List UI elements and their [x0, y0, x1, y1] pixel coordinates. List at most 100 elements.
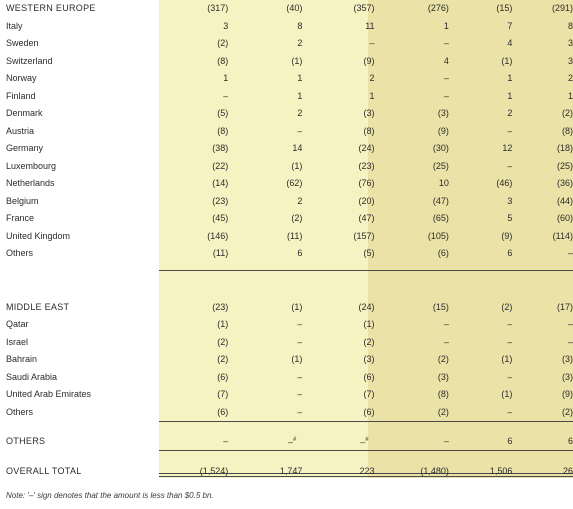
cell-value: (2): [157, 351, 228, 369]
cell-value: (3): [302, 105, 375, 123]
cell-value: –: [449, 369, 512, 387]
cell-text: 6: [507, 248, 513, 258]
cell-value: (1,480): [375, 463, 449, 481]
cell-value: 8: [228, 18, 302, 36]
cell-text: (65): [432, 213, 449, 223]
cell-value: –: [512, 245, 573, 263]
cell-text: (3): [562, 354, 573, 364]
cell-value: (11): [228, 228, 302, 246]
cell-text: (5): [217, 108, 229, 118]
cell-text: (1): [501, 389, 513, 399]
cell-value: 2: [449, 105, 512, 123]
cell-text: 2: [297, 108, 303, 118]
cell-text: 12: [502, 143, 513, 153]
cell-value: (2): [228, 210, 302, 228]
cell-value: (23): [157, 299, 228, 317]
cell-value: (14): [157, 175, 228, 193]
cell-value: (40): [228, 0, 302, 18]
cell-value: (8): [375, 386, 449, 404]
row-label: WESTERN EUROPE: [6, 3, 96, 13]
cell-value: (23): [302, 158, 375, 176]
cell-text: 1: [507, 90, 513, 101]
cell-value: 26: [512, 463, 573, 481]
cell-text: (1): [363, 319, 375, 329]
cell-value: (2): [375, 404, 449, 422]
cell-value: (1): [228, 351, 302, 369]
cell-text: (8): [363, 125, 375, 136]
cell-value: (146): [157, 228, 228, 246]
cell-value: (1): [449, 351, 512, 369]
cell-value: 3: [512, 35, 573, 53]
cell-text: –: [507, 336, 513, 347]
row-label: Austria: [6, 125, 35, 136]
table-row: Others (11) 6 (5) (6) 6 –: [6, 245, 573, 263]
cell-text: (146): [207, 230, 229, 241]
cell-value: (3): [512, 351, 573, 369]
cell-value: (25): [375, 158, 449, 176]
cell-text: (2): [217, 38, 229, 48]
cell-value: –: [157, 432, 228, 452]
cell-value: (1): [449, 386, 513, 404]
cell-value: (276): [375, 0, 449, 18]
cell-value: (2): [157, 334, 228, 352]
row-label: Qatar: [6, 319, 29, 329]
cell-text: (8): [562, 125, 573, 136]
cell-value: (2): [449, 299, 512, 317]
cell-value: –: [449, 158, 512, 176]
cell-text: –: [297, 406, 303, 417]
row-label: OTHERS: [6, 436, 46, 446]
row-label: Others: [6, 406, 34, 417]
cell-value: (17): [512, 299, 573, 317]
cell-text: (9): [437, 125, 449, 136]
cell-value: (46): [449, 175, 512, 193]
row-label: Luxembourg: [6, 160, 57, 171]
spacer-row: [6, 421, 573, 432]
cell-value: (38): [157, 140, 228, 158]
cell-text: (30): [432, 143, 449, 153]
cell-text: (45): [212, 213, 229, 223]
cell-text: (8): [217, 125, 229, 136]
cell-text: 7: [507, 20, 513, 31]
cell-text: (7): [217, 389, 229, 399]
divider: [159, 450, 573, 451]
cell-text: (1): [291, 55, 303, 66]
cell-text: 1: [297, 90, 303, 101]
cell-text: (17): [556, 301, 573, 312]
cell-value: (1): [157, 316, 228, 334]
cell-text: (1,480): [420, 465, 449, 476]
cell-text: –: [297, 371, 303, 382]
cell-text: (20): [358, 195, 375, 206]
cell-text: (15): [432, 301, 449, 312]
cell-value: (6): [157, 404, 228, 422]
cell-value: –: [375, 316, 449, 334]
cell-value: (47): [302, 210, 375, 228]
cell-value: (6): [302, 404, 375, 422]
table-row: France (45) (2) (47) (65) 5 (60): [6, 210, 573, 228]
row-label: Italy: [6, 20, 23, 31]
cell-value: –: [375, 70, 449, 88]
cell-text: (7): [363, 389, 375, 399]
data-table: WESTERN EUROPE (317) (40) (357) (276) (15) (29…: [6, 0, 573, 480]
cell-value: (317): [157, 0, 228, 18]
highlight-column-group-2: [368, 0, 573, 478]
cell-text: 1: [567, 90, 573, 101]
cell-value: 3: [449, 193, 512, 211]
cell-text: (357): [353, 3, 375, 13]
cell-value: 4: [375, 53, 449, 71]
cell-text: (36): [556, 178, 573, 188]
cell-value: –: [228, 334, 302, 352]
cell-text: 1,506: [489, 465, 513, 476]
divider: [159, 270, 573, 271]
section-header-row: OTHERS – –# –# –6 6: [6, 432, 573, 452]
cell-value: (157): [302, 228, 375, 246]
cell-text: 11: [365, 20, 375, 31]
cell-value: –: [228, 386, 302, 404]
section-header-row: MIDDLE EAST (23) (1) (24) (15) (2) (17): [6, 299, 573, 317]
cell-text: 4: [443, 55, 449, 66]
cell-value: (25): [512, 158, 573, 176]
cell-value: (44): [512, 193, 573, 211]
cell-value: (3): [512, 369, 573, 387]
table-row: Norway 1 1 2 – 1 2: [6, 70, 573, 88]
cell-text: (24): [358, 301, 375, 312]
cell-text: (18): [556, 143, 573, 153]
